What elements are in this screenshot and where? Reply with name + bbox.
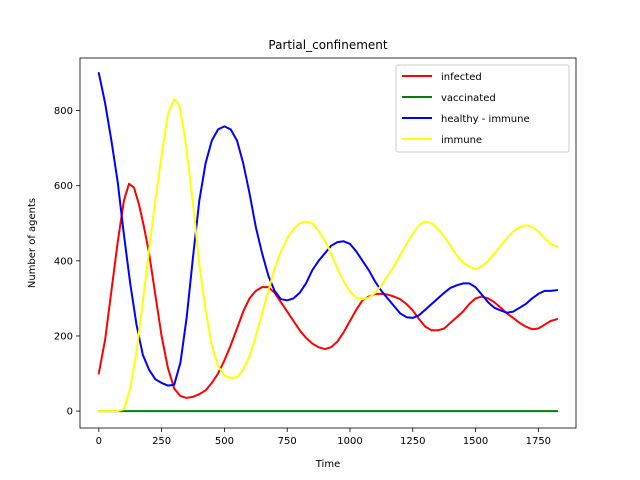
series-group [97, 72, 559, 413]
x-tick-label: 1250 [400, 436, 425, 447]
x-axis-label: Time [315, 459, 340, 470]
y-tick-label: 800 [54, 106, 73, 117]
legend-label: immune [441, 135, 482, 146]
legend-label: infected [441, 72, 482, 83]
legend-box [395, 64, 570, 153]
legend: infected vaccinated healthy - immune immune [395, 64, 570, 153]
x-tick-label: 1500 [463, 436, 488, 447]
x-tick-label: 750 [278, 436, 297, 447]
y-tick-label: 200 [54, 331, 73, 342]
plot-frame [79, 57, 577, 429]
series-line-immune [97, 98, 559, 413]
chart-title: Partial_confinement [268, 38, 387, 52]
y-axis-label: Number of agents [27, 198, 38, 288]
x-tick-label: 0 [96, 436, 102, 447]
legend-label: healthy - immune [441, 114, 530, 125]
series-line-healthy-immune [97, 72, 559, 387]
x-tick-label: 250 [152, 436, 171, 447]
y-axis: 0 200 400 600 800 [54, 106, 80, 418]
legend-label: vaccinated [441, 93, 496, 104]
series-line-infected [97, 182, 559, 399]
x-axis: 0 250 500 750 1000 1250 1500 1750 [96, 428, 551, 447]
y-tick-label: 400 [54, 256, 73, 267]
y-tick-label: 600 [54, 181, 73, 192]
x-tick-label: 500 [215, 436, 234, 447]
y-tick-label: 0 [67, 407, 73, 418]
x-tick-label: 1000 [337, 436, 362, 447]
x-tick-label: 1750 [526, 436, 551, 447]
